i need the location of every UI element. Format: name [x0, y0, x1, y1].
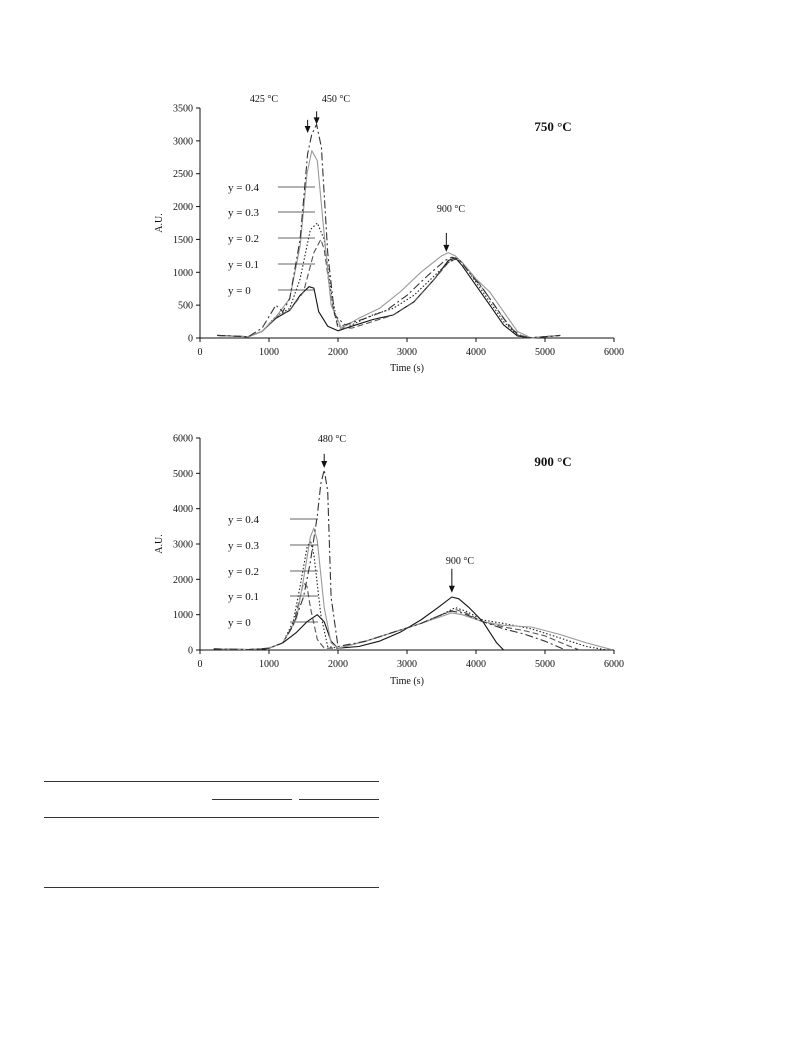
x-tick-label: 4000	[466, 659, 486, 670]
series-line-y-0	[213, 596, 559, 651]
y-tick-label: 3500	[173, 104, 193, 115]
table-top-rule	[44, 781, 379, 782]
series-line-y-0-4	[213, 469, 566, 651]
x-tick-label: 2000	[328, 347, 348, 358]
table-subheader-rule-right	[299, 799, 379, 800]
y-tick-label: 6000	[173, 434, 193, 445]
y-tick-label: 2000	[173, 575, 193, 586]
series-line-y-0-2	[217, 222, 561, 339]
legend-label: y = 0.3	[228, 540, 259, 552]
chart-title: 750 °C	[534, 119, 571, 134]
x-tick-label: 0	[198, 347, 203, 358]
legend-label: y = 0.4	[228, 514, 259, 526]
legend-label: y = 0.2	[228, 233, 259, 245]
y-tick-label: 1000	[173, 610, 193, 621]
annotation-label: 425 °C	[250, 94, 278, 105]
series-line-y-0-3	[213, 527, 611, 651]
y-tick-label: 1000	[173, 268, 193, 279]
x-tick-label: 0	[198, 659, 203, 670]
chart-title: 900 °C	[534, 454, 571, 469]
legend-label: y = 0	[228, 617, 251, 629]
legend-label: y = 0.3	[228, 207, 259, 219]
y-tick-label: 2500	[173, 169, 193, 180]
y-tick-label: 2000	[173, 202, 193, 213]
legend-label: y = 0.4	[228, 182, 259, 194]
x-tick-label: 2000	[328, 659, 348, 670]
series-line-y-0-2	[213, 539, 608, 651]
x-axis-label: Time (s)	[390, 676, 424, 687]
annotation-arrow-head	[304, 125, 311, 133]
table-subheader-rule-left	[212, 799, 292, 800]
annotation-label: 450 °C	[322, 94, 350, 105]
chart-750: 0 500 1000 1500 2000 2500 3000 3500 0 1000 2000 300…	[154, 94, 624, 374]
series-line-y-0-1	[213, 582, 580, 651]
chart-900: 0 1000 2000 3000 4000 5000 6000 0 1000 2000 3000 40…	[154, 434, 624, 688]
x-tick-label: 6000	[604, 659, 624, 670]
annotation-label: 480 °C	[318, 434, 346, 445]
x-tick-label: 4000	[466, 347, 486, 358]
series-line-y-0-1	[217, 238, 561, 339]
x-tick-label: 1000	[259, 347, 279, 358]
y-tick-label: 3000	[173, 540, 193, 551]
x-tick-label: 6000	[604, 347, 624, 358]
table-header-rule	[44, 817, 379, 818]
y-tick-label: 500	[178, 301, 193, 312]
x-tick-label: 5000	[535, 659, 555, 670]
y-tick-label: 5000	[173, 469, 193, 480]
series-line-y-0-4	[217, 123, 561, 339]
y-tick-label: 0	[188, 334, 193, 345]
x-tick-label: 3000	[397, 659, 417, 670]
legend-label: y = 0.1	[228, 591, 259, 603]
annotation-arrow-head	[443, 244, 450, 252]
x-tick-label: 5000	[535, 347, 555, 358]
annotation-label: 900 °C	[446, 556, 474, 567]
annotation-arrow-head	[321, 461, 328, 469]
y-axis-label: A.U.	[154, 213, 165, 232]
x-tick-label: 3000	[397, 347, 417, 358]
annotation-label: 900 °C	[437, 204, 465, 215]
legend-label: y = 0	[228, 285, 251, 297]
y-tick-label: 3000	[173, 136, 193, 147]
legend-label: y = 0.2	[228, 566, 259, 578]
table-bottom-rule	[44, 887, 379, 888]
x-tick-label: 1000	[259, 659, 279, 670]
annotation-arrow-head	[448, 585, 455, 593]
x-axis-label: Time (s)	[390, 363, 424, 374]
legend-label: y = 0.1	[228, 259, 259, 271]
annotation-arrow-head	[313, 117, 320, 125]
y-tick-label: 4000	[173, 504, 193, 515]
y-tick-label: 0	[188, 646, 193, 657]
y-tick-label: 1500	[173, 235, 193, 246]
y-axis-label: A.U.	[154, 534, 165, 553]
